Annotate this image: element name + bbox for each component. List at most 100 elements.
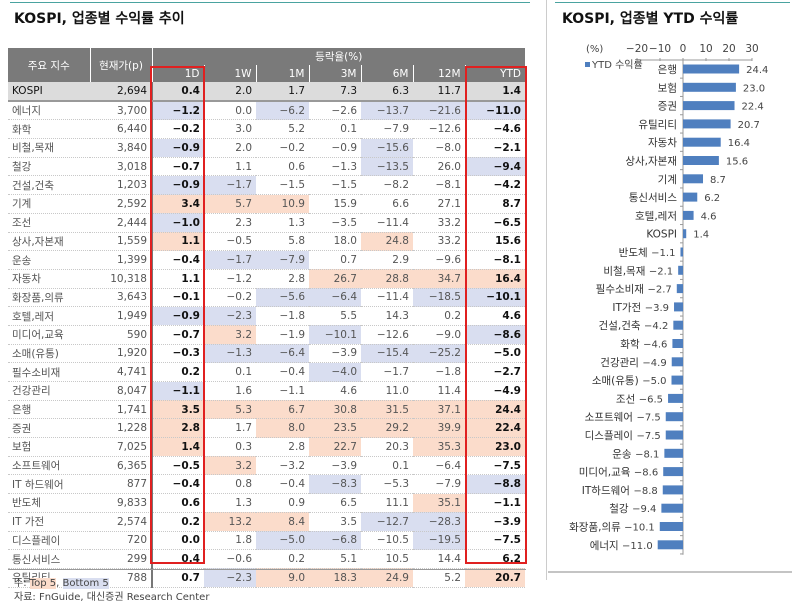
table-row: 자동차 10,318 1.1 −1.2 2.8 26.7 28.8 34.7 16.4 bbox=[8, 269, 525, 289]
cell-3m: −1.5 bbox=[309, 175, 361, 196]
bar bbox=[676, 284, 683, 294]
cell-1m: 9.0 bbox=[256, 568, 309, 588]
cell-12m: −19.5 bbox=[413, 531, 465, 551]
cell-12m: −7.9 bbox=[413, 474, 465, 495]
header-period-1d: 1D bbox=[151, 65, 204, 82]
data-label: 8.7 bbox=[710, 175, 726, 186]
row-price: 877 bbox=[90, 474, 153, 495]
bar bbox=[683, 210, 694, 220]
cell-6m: −11.4 bbox=[361, 213, 413, 233]
category-label: 비철,목재 bbox=[603, 265, 645, 277]
table-row: 화장품,의류 3,643 −0.1 −0.2 −5.6 −6.4 −11.4 −18.5 −10… bbox=[8, 288, 525, 308]
header-change-rate: 등락율(%) bbox=[151, 48, 525, 65]
cell-6m: −13.7 bbox=[361, 100, 413, 121]
cell-12m: −6.4 bbox=[413, 456, 465, 476]
cell-6m: −8.2 bbox=[361, 175, 413, 196]
row-price: 3,018 bbox=[90, 157, 153, 177]
cell-3m: −1.3 bbox=[309, 157, 361, 177]
data-label: −9.4 bbox=[632, 504, 656, 515]
cell-12m: 26.0 bbox=[413, 157, 465, 177]
category-label: IT가전 bbox=[612, 302, 641, 314]
table-row: 기계 2,592 3.4 5.7 10.9 15.9 6.6 27.1 8.7 bbox=[8, 194, 525, 214]
cell-ytd: −8.6 bbox=[465, 325, 525, 345]
legend-label: YTD 수익률 bbox=[591, 59, 643, 71]
cell-12m: −28.3 bbox=[413, 512, 465, 532]
bar bbox=[662, 485, 683, 495]
data-label: 4.6 bbox=[701, 211, 717, 222]
category-label: 기계 bbox=[658, 174, 677, 186]
cell-1w: 1.1 bbox=[204, 157, 256, 177]
title-rule bbox=[555, 2, 790, 3]
cell-6m: 6.3 bbox=[361, 82, 413, 102]
cell-1m: 8.4 bbox=[256, 512, 309, 532]
row-name: 미디어,교육 bbox=[8, 325, 90, 345]
table-row: 유틸리티7880.7−2.39.018.324.95.220.7 bbox=[8, 568, 525, 588]
table-row: 은행 1,741 3.5 5.3 6.7 30.8 31.5 37.1 24.4 bbox=[8, 400, 525, 420]
cell-12m: −8.0 bbox=[413, 138, 465, 158]
cell-1d: −0.9 bbox=[152, 138, 204, 158]
header-period-3m: 3M bbox=[308, 65, 361, 82]
cell-1w: −1.3 bbox=[204, 344, 256, 364]
bar bbox=[671, 375, 683, 385]
returns-table: 주요 지수 현재가(p) 등락율(%) 1D 1W 1M 3M 6M 12M YTD KOS… bbox=[8, 48, 525, 588]
cell-3m: −3.5 bbox=[309, 213, 361, 233]
table-row: 에너지 3,700 −1.2 0.0 −6.2 −2.6 −13.7 −21.6 −11.0 bbox=[8, 100, 525, 121]
table-row: 소매(유통) 1,920 −0.3 −1.3 −6.4 −3.9 −15.4 −25.2 −5.… bbox=[8, 344, 525, 364]
header-index-name: 주요 지수 bbox=[8, 48, 90, 82]
chart-svg: (%) −20 −10 0 10 20 30 24.4 은행 23.0 보험 22.4 증권 20.7 유틸… bbox=[548, 43, 792, 573]
cell-1m: 10.9 bbox=[256, 194, 309, 214]
cell-3m: −8.3 bbox=[309, 474, 361, 495]
cell-12m: 27.1 bbox=[413, 194, 465, 214]
data-label: 23.0 bbox=[743, 83, 765, 94]
cell-ytd: 24.4 bbox=[465, 400, 525, 420]
row-name: 건강관리 bbox=[8, 381, 90, 401]
table-row: KOSPI 2,694 0.4 2.0 1.7 7.3 6.3 11.7 1.4 bbox=[8, 82, 525, 102]
legend-swatch bbox=[585, 62, 590, 67]
cell-3m: −3.9 bbox=[309, 344, 361, 364]
cell-ytd: −2.7 bbox=[465, 362, 525, 382]
note-bottom5: Bottom 5 bbox=[62, 578, 109, 589]
data-label: −7.5 bbox=[636, 431, 660, 442]
row-price: 1,559 bbox=[90, 232, 153, 252]
cell-3m: 5.1 bbox=[309, 549, 361, 569]
data-label: −10.1 bbox=[624, 523, 655, 534]
row-price: 1,949 bbox=[90, 306, 153, 326]
cell-1d: −0.7 bbox=[152, 157, 204, 177]
cell-1m: −0.4 bbox=[256, 474, 309, 495]
cell-ytd: 20.7 bbox=[465, 568, 525, 588]
cell-3m: 5.5 bbox=[309, 306, 361, 326]
cell-3m: −4.0 bbox=[309, 362, 361, 382]
row-price: 10,318 bbox=[90, 269, 153, 289]
cell-ytd: −4.6 bbox=[465, 119, 525, 140]
cell-1w: 5.3 bbox=[204, 400, 256, 420]
row-name: 디스플레이 bbox=[8, 531, 90, 551]
cell-6m: 28.8 bbox=[361, 269, 413, 289]
cell-1m: −6.2 bbox=[256, 100, 309, 121]
row-price: 3,840 bbox=[90, 138, 153, 158]
cell-1w: −1.7 bbox=[204, 250, 256, 270]
data-label: −11.0 bbox=[622, 541, 653, 552]
x-tick-label: 0 bbox=[680, 43, 687, 55]
category-label: IT하드웨어 bbox=[582, 484, 630, 497]
data-label: −4.9 bbox=[642, 358, 666, 369]
row-price: 4,741 bbox=[90, 362, 153, 382]
cell-ytd: −10.1 bbox=[465, 288, 525, 308]
cell-1d: 1.1 bbox=[152, 269, 204, 289]
category-label: 건강관리 bbox=[600, 357, 639, 369]
cell-1d: 1.4 bbox=[152, 437, 204, 457]
cell-1d: −0.9 bbox=[152, 175, 204, 196]
cell-ytd: 6.2 bbox=[465, 549, 525, 569]
row-price: 2,574 bbox=[90, 512, 153, 532]
cell-1m: 5.2 bbox=[256, 119, 309, 140]
table-row: 디스플레이 720 0.0 1.8 −5.0 −6.8 −10.5 −19.5 −7.5 bbox=[8, 531, 525, 551]
cell-6m: −5.3 bbox=[361, 474, 413, 495]
cell-1m: −1.9 bbox=[256, 325, 309, 345]
cell-3m: 18.3 bbox=[309, 568, 361, 588]
cell-1d: 0.4 bbox=[152, 549, 204, 569]
cell-3m: 0.1 bbox=[309, 119, 361, 140]
row-price: 9,833 bbox=[90, 493, 153, 513]
cell-1w: −2.3 bbox=[204, 568, 256, 588]
category-label: 화장품,의류 bbox=[569, 522, 621, 534]
cell-ytd: −11.0 bbox=[465, 100, 525, 121]
cell-1w: 0.8 bbox=[204, 474, 256, 495]
